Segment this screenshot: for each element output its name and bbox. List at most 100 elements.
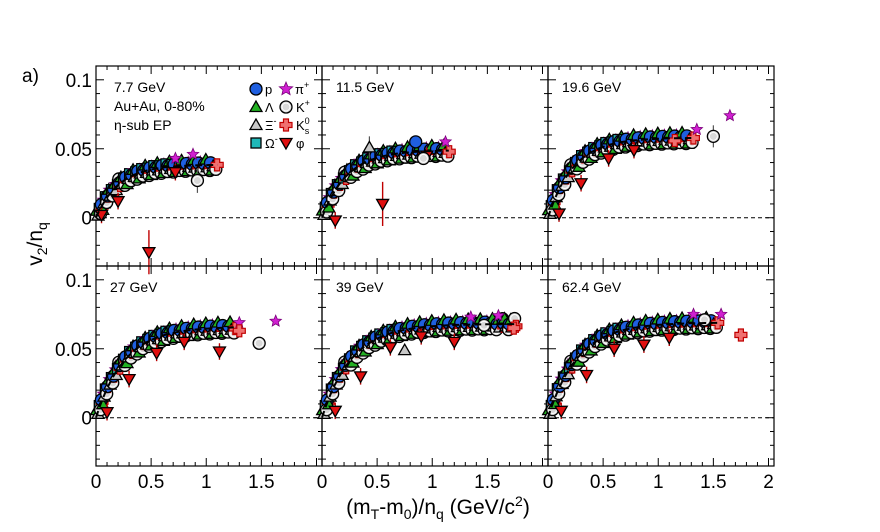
legend-marker-lambda	[248, 99, 264, 113]
panel-energy-label: 27 GeV	[110, 279, 158, 295]
legend-marker-pi	[278, 80, 294, 96]
legend-marker-k-inner	[281, 102, 291, 112]
x-tick-label: 1.5	[248, 472, 274, 493]
data-point-pi	[723, 108, 737, 122]
y-tick-label: 0	[81, 409, 92, 430]
data-points	[89, 147, 224, 275]
legend-label-ks-sub: s	[305, 126, 310, 136]
y-tick-label: 0.05	[55, 140, 92, 161]
panel-grid: 0 0.05 0.1 11.5 GeV 19.6 GeV 0 0.5 1 1.5 0 0.05 0.1…	[55, 65, 775, 493]
data-point-p	[409, 135, 423, 149]
y-tick-label: 0	[81, 209, 92, 230]
fit-curve	[321, 323, 515, 419]
legend-label-xi: Ξ-	[265, 116, 276, 133]
method-label: η-sub EP	[114, 117, 172, 133]
x-axis-title-end: )	[523, 496, 530, 519]
data-point-phi	[626, 144, 642, 158]
panel-6: 0 0.5 1 1.5 2 62.4 GeV	[541, 265, 775, 493]
y-tick-label: 0.1	[66, 271, 92, 292]
panel-5: 0 0.5 1 1.5 39 GeV	[315, 265, 549, 493]
panel-energy-label: 39 GeV	[336, 279, 384, 295]
legend-label-k: K+	[296, 98, 310, 115]
data-points	[541, 307, 748, 420]
x-ticks	[321, 66, 543, 266]
legend-marker-ks	[279, 118, 293, 132]
x-ticks	[95, 66, 317, 266]
legend-label-lambda: Λ	[265, 100, 274, 115]
legend-label-pi-main: π	[295, 82, 304, 97]
fit-curve	[95, 163, 218, 219]
y-axis-title-slash: /n	[24, 230, 47, 248]
panel-tag: a)	[22, 66, 39, 87]
legend: 7.7 GeV Au+Au, 0-80% η-sub EP p Λ Ξ- Ω- …	[114, 79, 310, 151]
x-tick-label: 0	[543, 472, 554, 493]
x-tick-label: 0.5	[590, 472, 616, 493]
data-points	[315, 134, 456, 229]
y-axis-title-main: v	[24, 255, 47, 266]
legend-label-omega-sup: -	[275, 134, 278, 144]
data-point-pi	[464, 309, 478, 323]
data-point-pi	[438, 134, 453, 148]
legend-label-p: p	[265, 82, 272, 97]
x-axis-title-sup: 2	[515, 493, 523, 509]
panel-energy-label: 11.5 GeV	[336, 79, 395, 95]
data-point-phi	[141, 247, 157, 260]
data-point-k-inner	[192, 175, 202, 185]
fit-curve	[95, 326, 234, 419]
data-point-pi	[168, 151, 183, 165]
fit-curve	[547, 321, 719, 419]
data-point-phi	[177, 336, 192, 350]
data-point-pi	[269, 314, 283, 327]
data-point-phi	[601, 153, 616, 166]
x-axis-title: (mT-m0)/nq (GeV/c2)	[346, 493, 530, 522]
legend-label-k-main: K	[296, 100, 305, 115]
data-point-ks	[442, 145, 456, 159]
legend-label-pi: π+	[295, 80, 309, 97]
data-point-pi	[186, 147, 200, 160]
x-axis-title-post: (GeV/c	[444, 496, 515, 519]
data-point-pi	[690, 122, 704, 136]
panel-energy-label: 62.4 GeV	[562, 279, 622, 295]
data-point-phi	[375, 198, 390, 212]
panel-energy-label: 19.6 GeV	[562, 79, 622, 95]
legend-marks	[248, 80, 294, 151]
data-point-xi	[362, 140, 377, 153]
legend-marker-phi	[278, 137, 294, 151]
x-tick-label: 1.5	[700, 472, 726, 493]
data-point-phi	[662, 332, 677, 346]
x-axis-title-sub1: T	[371, 506, 380, 522]
x-tick-label: 0.5	[138, 472, 164, 493]
x-tick-label: 1	[653, 472, 664, 493]
panel-1: 0 0.05 0.1	[55, 65, 323, 275]
x-ticks	[547, 66, 769, 266]
legend-label-phi: φ	[296, 136, 304, 151]
data-point-pi	[686, 307, 701, 320]
panel-4: 0 0.5 1 1.5 0 0.05 0.1 27 GeV	[55, 265, 323, 493]
data-points	[315, 308, 523, 420]
fit-curve	[321, 149, 449, 219]
legend-label-ks-sup: 0	[305, 116, 310, 126]
x-axis-title-pre: (m	[346, 496, 371, 519]
legend-label-xi-main: Ξ	[265, 118, 273, 133]
data-point-ks	[734, 328, 748, 342]
data-point-phi	[328, 405, 343, 419]
panel-3: 19.6 GeV	[541, 65, 775, 267]
y-axis-title: v2/nq	[24, 222, 50, 266]
data-point-phi	[328, 215, 343, 228]
data-point-phi	[353, 371, 368, 384]
data-point-phi	[110, 196, 126, 209]
x-tick-label: 0.5	[364, 472, 390, 493]
data-point-phi	[579, 369, 594, 383]
legend-label-ks: K0 s	[296, 116, 310, 136]
x-tick-label: 0	[91, 472, 102, 493]
x-ticks	[321, 266, 543, 466]
data-point-ks	[711, 316, 725, 330]
y-tick-label: 0.1	[66, 71, 92, 92]
data-point-phi	[212, 346, 227, 359]
data-point-ks	[686, 131, 701, 145]
x-axis-title-sub2: 0	[404, 506, 412, 522]
panel-2: 11.5 GeV	[315, 65, 549, 267]
x-ticks	[95, 266, 317, 466]
x-tick-label: 1	[427, 472, 438, 493]
